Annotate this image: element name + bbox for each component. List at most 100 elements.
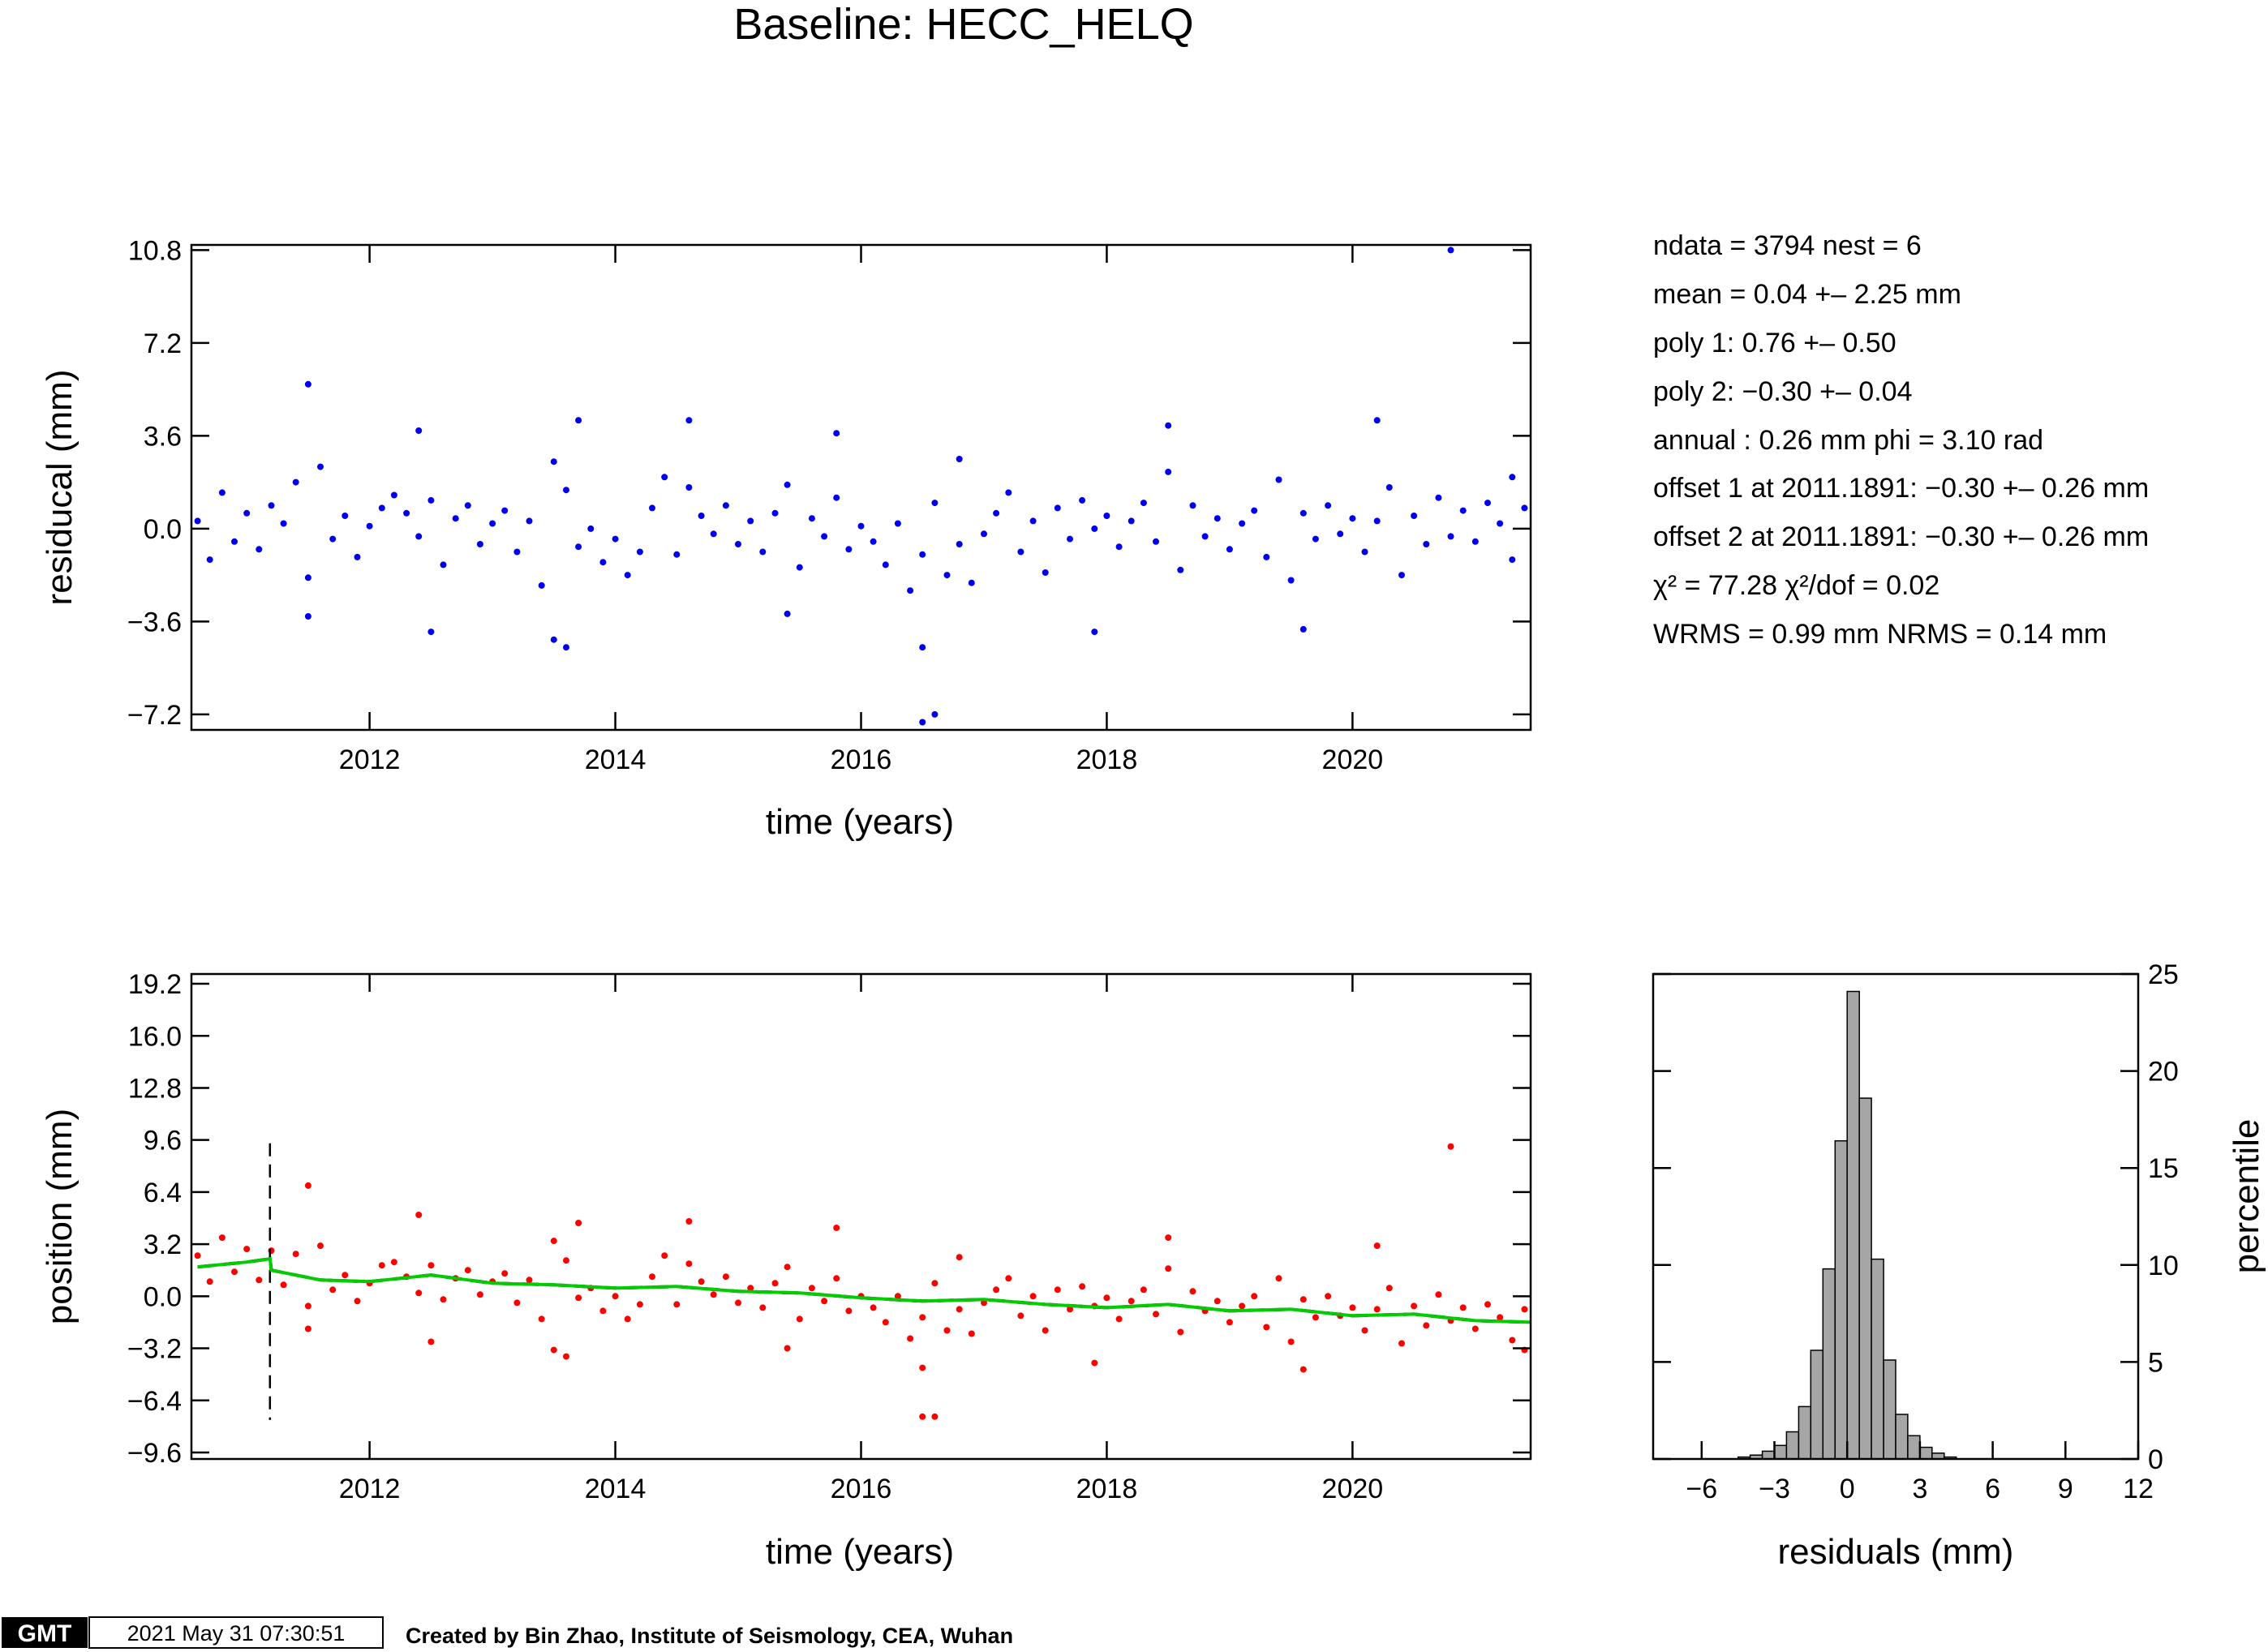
data-point-33 bbox=[599, 559, 607, 566]
data-point-127 bbox=[956, 456, 963, 462]
data-point-99 bbox=[1411, 513, 1418, 519]
position-plot: 19.2 16.0 12.8 9.6 6.4 3.2 0.0 −3.2 −6.4 −9.6 201… bbox=[40, 969, 1532, 1572]
data-point-2 bbox=[218, 1234, 226, 1242]
data-point-29 bbox=[550, 1238, 557, 1245]
residual-y-axis-label: residucal (mm) bbox=[40, 370, 79, 606]
data-point-32 bbox=[587, 525, 595, 532]
data-point-31 bbox=[575, 1294, 582, 1302]
hist-y-tick-label: 25 bbox=[2148, 959, 2179, 990]
residual-x-axis-label: time (years) bbox=[766, 802, 954, 842]
data-point-50 bbox=[808, 515, 815, 522]
data-point-88 bbox=[1275, 476, 1282, 483]
data-point-98 bbox=[1398, 1340, 1405, 1347]
data-point-115 bbox=[833, 430, 840, 437]
data-point-4 bbox=[243, 1246, 251, 1253]
data-point-94 bbox=[1349, 1304, 1356, 1311]
data-point-53 bbox=[845, 1307, 853, 1315]
data-point-41 bbox=[698, 513, 705, 519]
data-point-80 bbox=[1177, 1328, 1184, 1336]
position-y-ticks: 19.2 16.0 12.8 9.6 6.4 3.2 0.0 −3.2 −6.4 −9.6 bbox=[127, 969, 1531, 1469]
data-point-30 bbox=[563, 1257, 569, 1264]
position-x-ticks: 2012 2014 2016 2018 2020 bbox=[339, 974, 1383, 1504]
data-point-6 bbox=[268, 502, 275, 509]
data-point-89 bbox=[1287, 577, 1295, 584]
data-point-77 bbox=[1140, 500, 1147, 507]
x-tick-label: 2014 bbox=[585, 744, 646, 775]
data-point-25 bbox=[501, 1270, 509, 1277]
data-point-18 bbox=[415, 533, 423, 540]
data-point-37 bbox=[649, 1273, 655, 1281]
y-tick-label: −7.2 bbox=[127, 700, 182, 731]
residual-x-ticks: 2012 2014 2016 2018 2020 bbox=[339, 245, 1383, 775]
data-point-3 bbox=[231, 538, 238, 545]
data-point-38 bbox=[661, 1252, 668, 1259]
residual-plot-frame bbox=[190, 243, 1532, 732]
data-point-79 bbox=[1165, 468, 1172, 475]
data-point-116 bbox=[919, 1413, 926, 1420]
histogram-bar-9 bbox=[1846, 990, 1860, 1460]
data-point-45 bbox=[747, 517, 754, 525]
data-point-79 bbox=[1165, 1265, 1172, 1272]
data-point-104 bbox=[1471, 538, 1479, 545]
data-point-111 bbox=[550, 636, 557, 643]
data-point-18 bbox=[415, 1289, 423, 1297]
histogram-bar-12 bbox=[1883, 1359, 1896, 1460]
data-point-91 bbox=[1312, 535, 1319, 543]
data-point-47 bbox=[771, 509, 779, 517]
data-point-14 bbox=[366, 522, 373, 530]
data-point-12 bbox=[341, 513, 349, 519]
histogram-bar-10 bbox=[1858, 1097, 1872, 1460]
data-point-20 bbox=[440, 561, 447, 569]
data-point-118 bbox=[919, 1364, 926, 1371]
data-point-70 bbox=[1054, 1286, 1061, 1294]
data-point-126 bbox=[1091, 1359, 1098, 1367]
data-point-54 bbox=[857, 522, 865, 530]
timestamp-box bbox=[88, 1616, 384, 1649]
data-point-124 bbox=[784, 1345, 791, 1352]
data-point-114 bbox=[685, 1218, 693, 1225]
data-point-110 bbox=[415, 427, 423, 434]
fit-statistics: ndata = 3794 nest = 6 mean = 0.04 +– 2.2… bbox=[1653, 230, 2149, 650]
hist-x-tick-label: −6 bbox=[1686, 1474, 1717, 1504]
data-point-30 bbox=[563, 487, 569, 494]
data-point-118 bbox=[919, 644, 926, 651]
data-point-16 bbox=[390, 1259, 397, 1266]
data-point-62 bbox=[956, 1306, 963, 1313]
data-point-51 bbox=[821, 1298, 828, 1305]
histogram-bar-8 bbox=[1834, 1139, 1848, 1460]
y-tick-label: 3.6 bbox=[144, 421, 182, 452]
data-point-69 bbox=[1042, 1327, 1049, 1334]
data-point-56 bbox=[882, 1319, 889, 1326]
histogram-x-axis-label: residuals (mm) bbox=[1778, 1532, 2014, 1572]
data-point-119 bbox=[1165, 422, 1172, 429]
data-point-26 bbox=[513, 548, 521, 556]
data-point-46 bbox=[759, 1304, 767, 1311]
data-point-28 bbox=[538, 581, 545, 589]
data-point-5 bbox=[256, 1277, 263, 1284]
data-point-90 bbox=[1299, 509, 1307, 517]
hist-y-tick-label: 5 bbox=[2148, 1347, 2163, 1378]
data-point-3 bbox=[231, 1268, 238, 1276]
data-point-109 bbox=[304, 1182, 311, 1189]
data-point-46 bbox=[759, 548, 767, 556]
data-point-15 bbox=[378, 504, 385, 512]
data-point-103 bbox=[1459, 1304, 1467, 1311]
data-point-92 bbox=[1325, 502, 1332, 509]
data-point-125 bbox=[304, 613, 311, 620]
x-tick-label: 2012 bbox=[339, 1474, 401, 1504]
data-point-112 bbox=[563, 644, 569, 651]
data-point-27 bbox=[526, 1277, 533, 1284]
data-point-9 bbox=[304, 574, 311, 581]
data-point-44 bbox=[735, 541, 741, 547]
data-point-77 bbox=[1140, 1286, 1147, 1294]
x-tick-label: 2020 bbox=[1322, 1474, 1384, 1504]
data-point-99 bbox=[1411, 1302, 1418, 1310]
data-point-35 bbox=[624, 572, 631, 579]
data-point-10 bbox=[317, 1242, 324, 1250]
data-point-80 bbox=[1177, 566, 1184, 573]
data-point-53 bbox=[845, 546, 853, 553]
hist-x-tick-label: 9 bbox=[2058, 1474, 2073, 1504]
hist-x-tick-label: 6 bbox=[1985, 1474, 2000, 1504]
data-point-65 bbox=[993, 509, 1000, 517]
